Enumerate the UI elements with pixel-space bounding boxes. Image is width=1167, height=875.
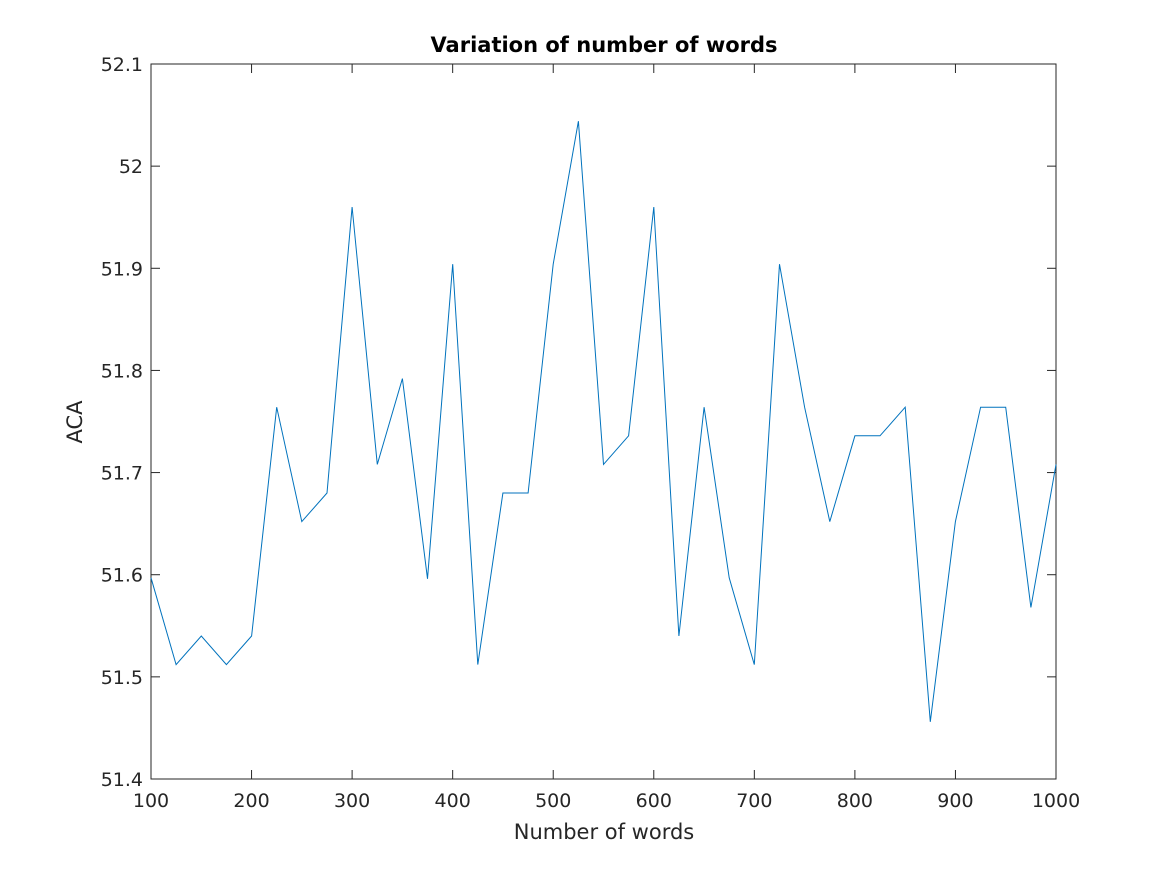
y-tick-label: 51.4: [101, 769, 143, 791]
y-tick-label: 51.5: [101, 667, 143, 689]
x-tick-label: 900: [937, 790, 973, 812]
axes: 100 200 300 400 500 600 700 800 900 1000 51.4 51.5 5…: [101, 54, 1080, 812]
x-tick-label: 800: [837, 790, 873, 812]
x-axis-label: Number of words: [514, 820, 695, 844]
y-axis-label: ACA: [63, 400, 87, 444]
x-tick-label: 1000: [1032, 790, 1080, 812]
x-tick-label: 500: [535, 790, 571, 812]
x-tick-label: 200: [233, 790, 269, 812]
plot-area: [150, 63, 1057, 780]
y-tick-label: 51.7: [101, 463, 143, 485]
y-tick-label: 51.8: [101, 360, 143, 382]
series-line: [150, 121, 1057, 722]
x-tick-label: 600: [636, 790, 672, 812]
x-tick-label: 400: [435, 790, 471, 812]
x-tick-label: 100: [133, 790, 169, 812]
x-tick-label: 700: [736, 790, 772, 812]
y-tick-label: 51.6: [101, 565, 143, 587]
y-tick-label: 52.1: [101, 54, 143, 76]
y-tick-label: 52: [119, 156, 143, 178]
series-layer: [150, 121, 1057, 722]
y-tick-label: 51.9: [101, 258, 143, 280]
chart-title: Variation of number of words: [430, 33, 777, 57]
x-tick-label: 300: [334, 790, 370, 812]
